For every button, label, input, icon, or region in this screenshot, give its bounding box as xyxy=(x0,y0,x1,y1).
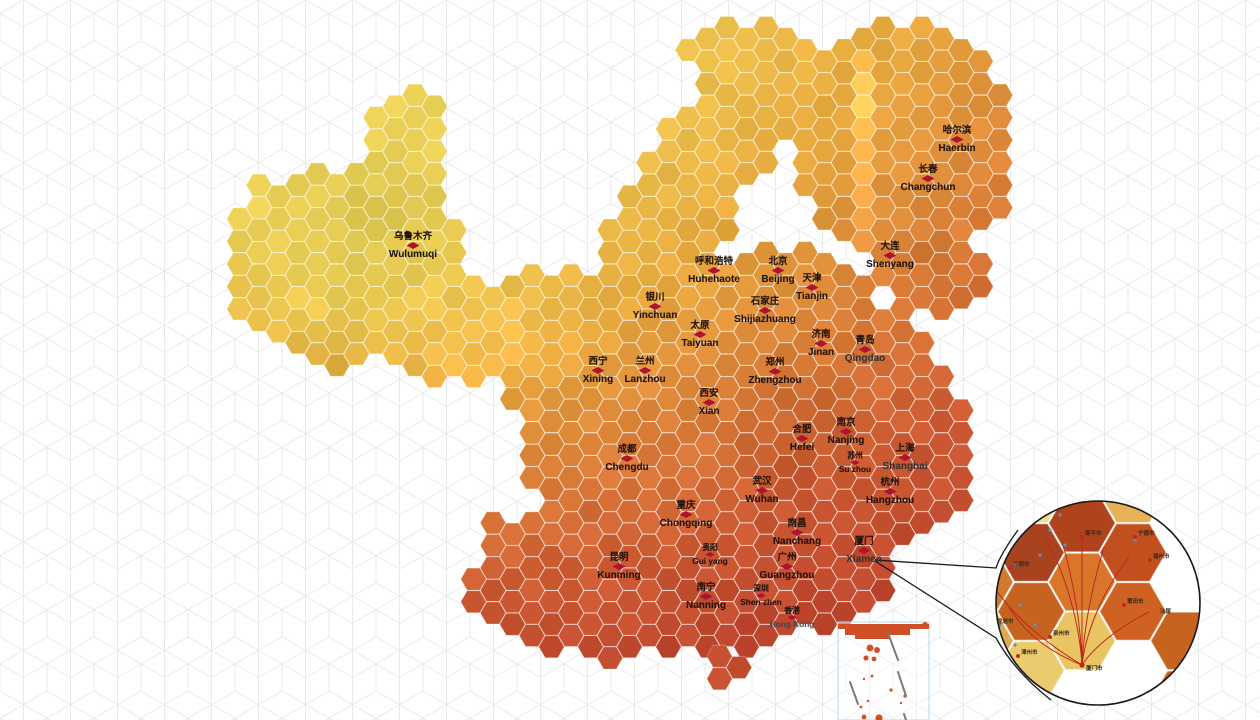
svg-text:泉州市: 泉州市 xyxy=(1052,629,1070,637)
svg-text:三明市: 三明市 xyxy=(1013,560,1030,568)
svg-text:厦门市: 厦门市 xyxy=(1086,664,1103,672)
svg-text:南平市: 南平市 xyxy=(1085,529,1102,537)
svg-text:漳州市: 漳州市 xyxy=(1021,648,1038,656)
svg-text:宁德市: 宁德市 xyxy=(1138,529,1155,537)
svg-text:莆田市: 莆田市 xyxy=(1127,597,1144,605)
svg-text:福州市: 福州市 xyxy=(1152,552,1170,560)
svg-text:汕尾: 汕尾 xyxy=(1160,607,1172,615)
